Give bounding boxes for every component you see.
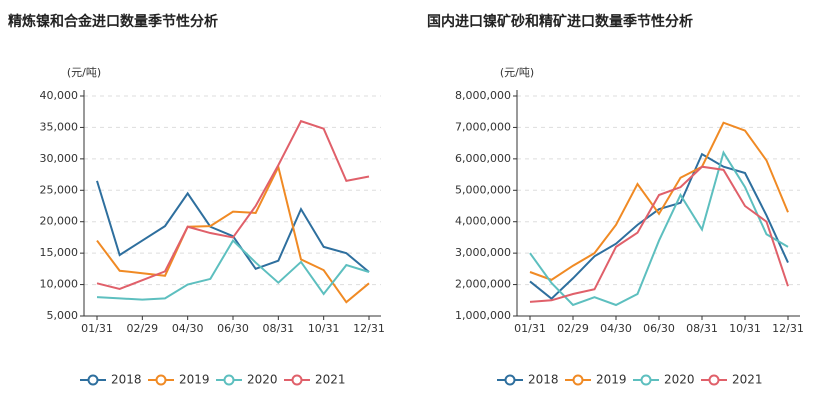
y-tick-label: 6,000,000 [455, 152, 511, 165]
series-line [529, 121, 789, 281]
legend-marker [640, 374, 652, 386]
legend-marker [155, 374, 167, 386]
legend-label: 2019 [179, 373, 210, 387]
series-line [96, 164, 370, 304]
legend-marker [223, 374, 235, 386]
x-tick-label: 10/31 [308, 322, 340, 335]
x-tick-label: 06/30 [643, 322, 675, 335]
legend-label: 2020 [247, 373, 278, 387]
y-tick-label: 8,000,000 [455, 89, 511, 102]
y-tick-label: 15,000 [40, 246, 79, 259]
series-line [529, 152, 789, 301]
y-tick-label: 4,000,000 [455, 215, 511, 228]
x-tick-label: 06/30 [217, 322, 249, 335]
x-tick-label: 12/31 [353, 322, 385, 335]
y-tick-label: 40,000 [40, 89, 79, 102]
legend-label: 2019 [596, 373, 627, 387]
series-line [529, 165, 789, 303]
legend-marker [87, 374, 99, 386]
series-line [96, 119, 370, 291]
y-tick-label: 3,000,000 [455, 246, 511, 259]
x-tick-label: 01/31 [514, 322, 546, 335]
legend-label: 2021 [315, 373, 346, 387]
x-tick-label: 08/31 [262, 322, 294, 335]
y-tick-label: 30,000 [40, 152, 79, 165]
x-tick-label: 10/31 [729, 322, 761, 335]
y-tick-label: 2,000,000 [455, 278, 511, 291]
y-unit: (元/吨) [67, 66, 101, 79]
series-line [96, 238, 370, 301]
chart-title: 精炼镍和合金进口数量季节性分析 [8, 13, 218, 30]
x-tick-label: 02/29 [557, 322, 589, 335]
legend-label: 2018 [528, 373, 559, 387]
x-tick-label: 12/31 [772, 322, 804, 335]
chart-title: 国内进口镍矿砂和精矿进口数量季节性分析 [427, 13, 693, 30]
y-tick-label: 5,000 [47, 309, 79, 322]
y-tick-label: 20,000 [40, 215, 79, 228]
y-tick-label: 5,000,000 [455, 183, 511, 196]
legend-marker [572, 374, 584, 386]
series-line [96, 180, 370, 273]
y-unit: (元/吨) [500, 66, 534, 79]
series-line [529, 150, 789, 307]
legend-marker [504, 374, 516, 386]
legend-label: 2021 [732, 373, 763, 387]
y-tick-label: 25,000 [40, 183, 79, 196]
x-tick-label: 04/30 [172, 322, 204, 335]
y-tick-label: 35,000 [40, 120, 79, 133]
x-tick-label: 01/31 [81, 322, 113, 335]
x-tick-label: 04/30 [600, 322, 632, 335]
y-tick-label: 10,000 [40, 278, 79, 291]
x-tick-label: 08/31 [686, 322, 718, 335]
legend-marker [708, 374, 720, 386]
x-tick-label: 02/29 [126, 322, 158, 335]
legend-marker [291, 374, 303, 386]
legend-label: 2020 [664, 373, 695, 387]
y-tick-label: 1,000,000 [455, 309, 511, 322]
legend-label: 2018 [111, 373, 142, 387]
y-tick-label: 7,000,000 [455, 120, 511, 133]
